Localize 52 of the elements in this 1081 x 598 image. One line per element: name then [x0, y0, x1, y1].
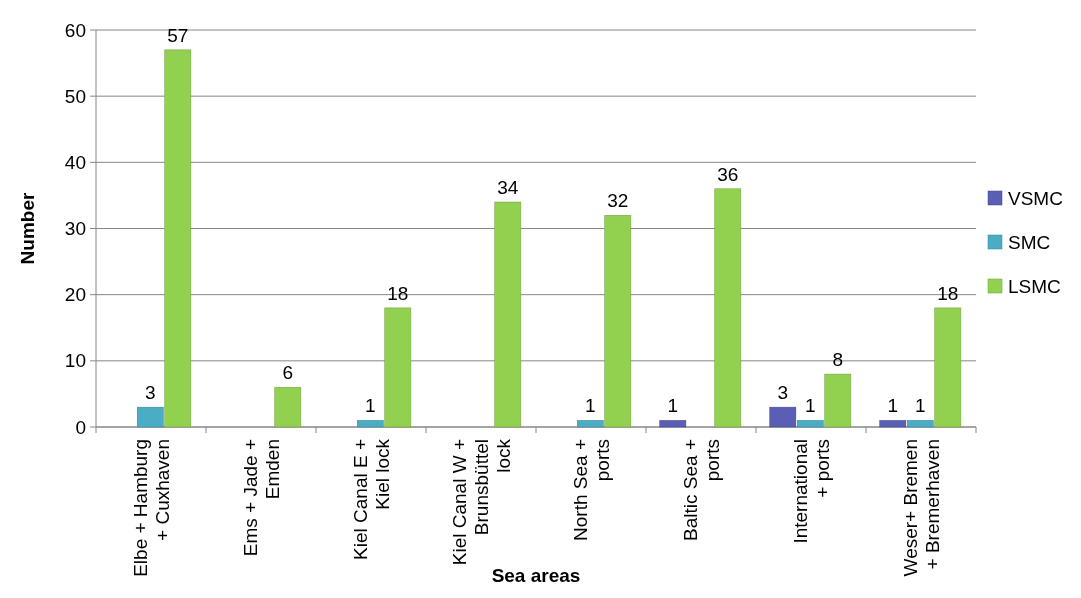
y-tick-label: 40	[64, 151, 86, 173]
x-tick-label: North Sea + ports	[569, 439, 613, 541]
y-axis-title: Number	[17, 192, 38, 265]
legend-label: LSMC	[1008, 275, 1061, 297]
y-tick-label: 10	[64, 350, 86, 372]
x-tick-label: Elbe + Hamburg + Cuxhaven	[129, 439, 173, 577]
data-label: 1	[585, 395, 596, 417]
x-tick-label: Weser+ Bremen + Bremerhaven	[899, 439, 943, 577]
data-label: 1	[887, 395, 899, 417]
data-label: 1	[667, 395, 679, 417]
y-tick-label: 60	[64, 19, 86, 41]
y-tick-label: 20	[64, 284, 86, 306]
x-tick-label: Baltic Sea + ports	[679, 439, 723, 541]
bar	[934, 307, 962, 428]
bar	[494, 201, 522, 428]
data-label: 3	[145, 382, 156, 404]
legend-label: SMC	[1008, 231, 1051, 253]
data-label: 57	[167, 24, 189, 46]
bar	[879, 420, 907, 428]
bar	[824, 373, 852, 428]
data-label: 1	[915, 395, 926, 417]
bar	[769, 406, 797, 428]
data-label: 32	[607, 190, 629, 212]
bar	[604, 215, 632, 428]
bar	[797, 420, 824, 428]
bar	[274, 387, 302, 428]
data-label: 3	[777, 382, 789, 404]
bar	[714, 188, 742, 428]
data-label: 18	[387, 282, 409, 304]
x-tick-label: Ems + Jade + Emden	[239, 439, 283, 557]
x-tick-label: Kiel Canal W + Brunsbüttel lock	[448, 438, 514, 566]
x-tick-label: International + ports	[789, 439, 833, 544]
data-label: 1	[365, 395, 376, 417]
data-label: 1	[805, 395, 816, 417]
x-tick-label: Kiel Canal E + Kiel lock	[349, 438, 393, 560]
data-label: 34	[497, 177, 519, 199]
data-label: 36	[717, 163, 739, 185]
x-axis-title: Sea areas	[491, 565, 581, 586]
data-label: 18	[937, 282, 959, 304]
bar	[357, 420, 384, 428]
bar	[384, 307, 412, 428]
y-tick-label: 30	[64, 218, 86, 240]
bar	[659, 420, 687, 428]
data-label: 8	[832, 349, 844, 371]
bar	[907, 420, 934, 428]
data-label: 6	[282, 362, 294, 384]
bar	[577, 420, 604, 428]
y-tick-label: 0	[75, 416, 86, 438]
legend-label: VSMC	[1008, 187, 1063, 209]
bar	[137, 406, 164, 428]
y-tick-label: 50	[64, 85, 86, 107]
bar	[164, 49, 192, 428]
